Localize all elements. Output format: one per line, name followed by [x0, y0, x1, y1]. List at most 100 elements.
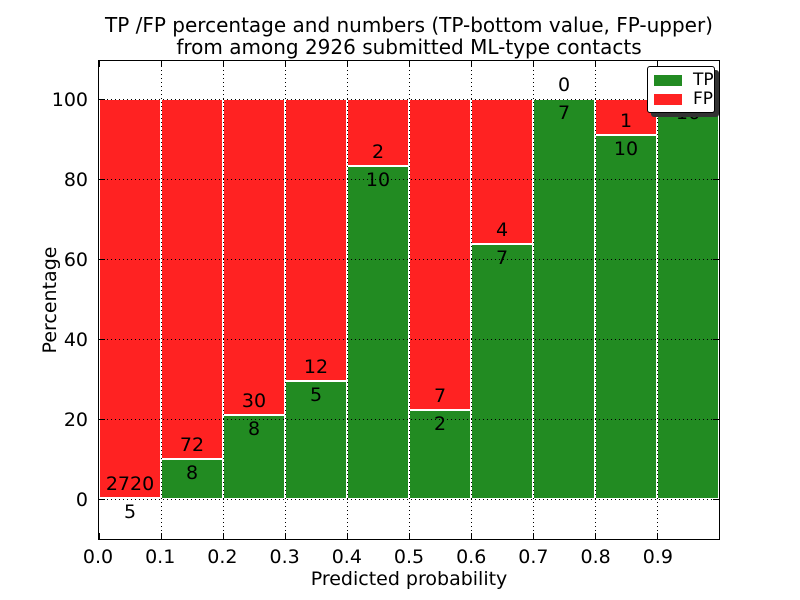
fp-count-label: 4 [495, 219, 509, 242]
tp-count-label: 8 [185, 462, 199, 484]
fp-bar-segment [99, 99, 161, 499]
tp-bar-segment [533, 99, 595, 499]
tp-bar-segment [347, 165, 409, 499]
y-tick-mark [713, 499, 719, 500]
legend-swatch [654, 74, 682, 86]
x-tick-mark [347, 61, 348, 67]
fp-bar-segment [223, 99, 285, 415]
x-tick-mark [409, 533, 410, 539]
y-tick-mark [713, 99, 719, 100]
fp-count-label: 0 [557, 74, 571, 96]
y-tick-mark [99, 419, 105, 420]
x-axis-label: Predicted probability [310, 568, 508, 590]
legend-label: FP [693, 89, 714, 109]
x-tick-mark [409, 61, 410, 67]
x-tick-mark [657, 533, 658, 539]
x-tick-mark [471, 61, 472, 67]
x-tick-mark [161, 533, 162, 539]
x-tick-mark [595, 61, 596, 67]
x-tick-label: 0.2 [207, 546, 238, 568]
y-tick-mark [99, 99, 105, 100]
v-gridline [657, 61, 658, 539]
x-tick-label: 0.5 [393, 546, 425, 568]
y-tick-label: 80 [63, 169, 88, 191]
chart-title-line2: from among 2926 submitted ML-type contac… [176, 35, 642, 59]
legend-label: TP [693, 70, 714, 90]
fp-count-label: 7 [433, 385, 447, 408]
x-tick-label: 0.8 [580, 546, 611, 568]
x-tick-label: 0.0 [82, 546, 114, 568]
x-tick-label: 0.1 [145, 546, 176, 568]
x-tick-label: 0.3 [269, 546, 300, 568]
x-tick-label: 0.4 [331, 546, 362, 568]
legend: TP FP [647, 66, 715, 113]
x-tick-mark [657, 61, 658, 67]
fp-count-label: 72 [179, 434, 205, 456]
chart-title-line1: TP /FP percentage and numbers (TP-bottom… [105, 13, 713, 37]
tp-bar-segment [161, 459, 223, 499]
fp-count-label: 2 [371, 140, 385, 163]
x-tick-mark [285, 533, 286, 539]
tp-count-label: 5 [123, 501, 137, 524]
plot-area: 27205728308125210724707110016 [98, 60, 720, 540]
x-tick-mark [223, 533, 224, 539]
y-tick-mark [713, 259, 719, 260]
tp-bar-segment [595, 135, 657, 499]
fp-bar-segment [161, 99, 223, 459]
y-tick-mark [99, 339, 105, 340]
v-gridline [595, 61, 596, 539]
x-tick-mark [161, 61, 162, 67]
tp-bar-segment [471, 244, 533, 499]
x-tick-mark [99, 61, 100, 67]
fp-count-label: 12 [303, 356, 329, 379]
fp-bar-segment [471, 99, 533, 245]
tp-count-label: 10 [613, 138, 639, 161]
tp-count-label: 2 [433, 413, 447, 436]
fp-count-label: 2720 [105, 473, 155, 496]
tp-bar-segment [285, 381, 347, 499]
y-tick-mark [99, 179, 105, 180]
x-tick-label: 0.6 [456, 546, 487, 568]
y-tick-mark [713, 339, 719, 340]
tp-count-label: 10 [365, 168, 391, 191]
v-gridline [409, 61, 410, 539]
tp-bar-segment [409, 410, 471, 499]
tp-count-label: 7 [495, 247, 509, 270]
y-tick-label: 20 [63, 409, 88, 431]
x-tick-mark [533, 61, 534, 67]
y-tick-label: 40 [63, 329, 88, 351]
x-tick-mark [719, 61, 720, 67]
x-tick-mark [719, 533, 720, 539]
v-gridline [533, 61, 534, 539]
v-gridline [347, 61, 348, 539]
v-gridline [223, 61, 224, 539]
v-gridline [471, 61, 472, 539]
y-tick-mark [99, 259, 105, 260]
x-tick-mark [595, 533, 596, 539]
tp-count-label: 8 [247, 417, 261, 440]
legend-swatch [654, 93, 682, 105]
tp-count-label: 7 [557, 102, 571, 124]
tp-bar-segment [657, 99, 719, 499]
tp-count-label: 5 [309, 384, 323, 407]
x-tick-label: 0.9 [642, 546, 673, 568]
y-tick-label: 0 [75, 489, 88, 511]
y-tick-mark [713, 419, 719, 420]
x-tick-mark [223, 61, 224, 67]
y-tick-mark [99, 499, 105, 500]
y-tick-label: 100 [51, 89, 88, 111]
fp-bar-segment [409, 99, 471, 411]
x-tick-mark [347, 533, 348, 539]
y-tick-mark [713, 179, 719, 180]
fp-count-label: 30 [241, 389, 267, 412]
x-tick-mark [533, 533, 534, 539]
x-tick-label: 0.7 [518, 546, 549, 568]
v-gridline [285, 61, 286, 539]
x-tick-mark [99, 533, 100, 539]
fp-count-label: 1 [619, 110, 633, 133]
legend-row: FP [654, 91, 713, 108]
legend-row: TP [654, 72, 714, 89]
v-gridline [161, 61, 162, 539]
fp-bar-segment [285, 99, 347, 382]
